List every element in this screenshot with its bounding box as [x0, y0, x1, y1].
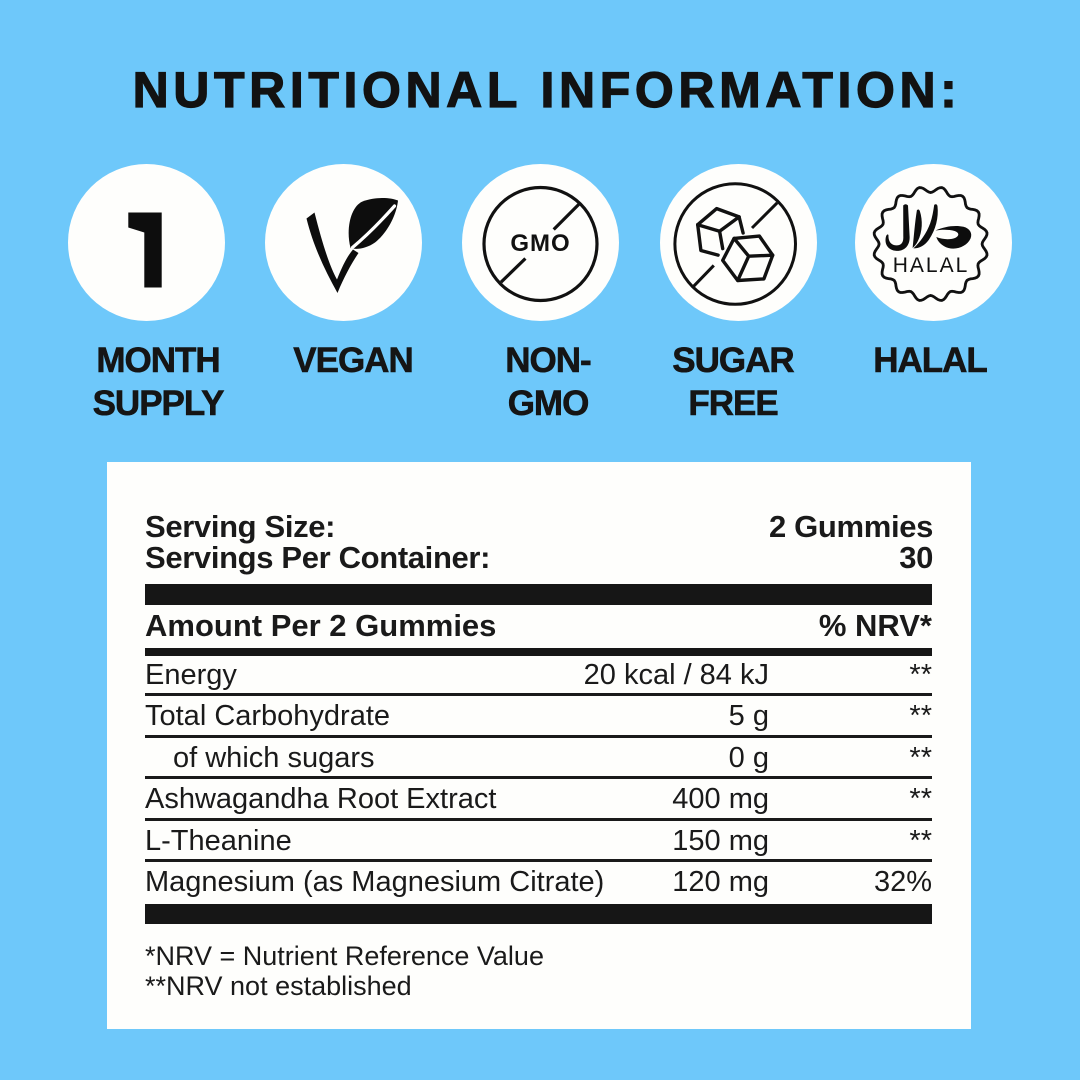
svg-text:HALAL: HALAL	[893, 254, 970, 277]
svg-text:GMO: GMO	[510, 230, 570, 257]
